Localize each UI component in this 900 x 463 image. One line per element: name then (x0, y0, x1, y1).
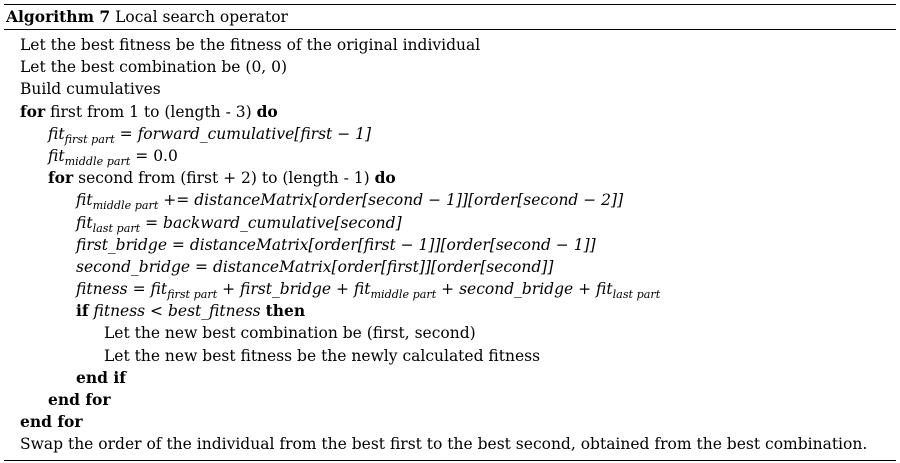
math-operator: + (436, 280, 460, 299)
math-symbol: second_bridge (76, 257, 191, 276)
algorithm-line: Let the best fitness be the fitness of t… (4, 34, 896, 56)
keyword-for: for (48, 168, 74, 188)
keyword-do: do (374, 168, 396, 188)
keyword-end-for: end for (20, 412, 83, 432)
algorithm-label: Algorithm 7 (6, 7, 111, 26)
statement-text: Let the best combination be (0, 0) (20, 58, 288, 77)
math-subscript: middle part (64, 154, 131, 168)
end-for-line: end for (4, 389, 896, 411)
math-subscript: middle part (92, 199, 159, 213)
math-operator: += (158, 191, 195, 210)
math-symbol: fit (76, 191, 93, 210)
algorithm-line: Let the new best combination be (first, … (4, 322, 896, 344)
algorithm-line: Let the best combination be (0, 0) (4, 56, 896, 78)
if-header: if fitness < best_fitness then (4, 300, 896, 322)
algorithm-body: Let the best fitness be the fitness of t… (4, 30, 896, 460)
keyword-for: for (20, 101, 46, 121)
algorithm-block: Algorithm 7 Local search operator Let th… (4, 4, 896, 461)
math-symbol: fit (596, 280, 613, 299)
math-expression: forward_cumulative[first − 1] (137, 124, 372, 143)
math-operator: = (127, 280, 151, 299)
math-operator: = (140, 213, 164, 232)
math-expression: distanceMatrix[order[first − 1]][order[s… (189, 235, 596, 254)
math-expression: distanceMatrix[order[first]][order[secon… (212, 257, 554, 276)
algorithm-caption: Algorithm 7 Local search operator (4, 5, 896, 29)
keyword-end-if: end if (76, 367, 126, 387)
statement-text: Let the best fitness be the fitness of t… (20, 36, 481, 54)
math-symbol: first_bridge (240, 280, 332, 299)
keyword-if: if (76, 301, 89, 321)
math-subscript: middle part (370, 287, 437, 301)
math-expression: backward_cumulative[second] (163, 213, 402, 232)
statement-text: Let the new best combination be (first, … (104, 324, 476, 343)
statement-text: Swap the order of the individual from th… (20, 435, 868, 454)
algorithm-line: Let the new best fitness be the newly ca… (4, 345, 896, 367)
math-operator: + (217, 280, 241, 299)
math-operator: = (130, 146, 154, 165)
statement-text: Let the new best fitness be the newly ca… (104, 346, 541, 365)
math-subscript: first part (64, 132, 115, 146)
math-operator: = (167, 235, 190, 254)
keyword-do: do (256, 101, 278, 121)
math-subscript: last part (612, 287, 661, 301)
math-subscript: last part (92, 221, 141, 235)
for-loop-header: for second from (first + 2) to (length -… (4, 167, 896, 189)
math-line: fitmiddle part = 0.0 (4, 145, 896, 167)
top-rule (4, 4, 896, 5)
math-condition: fitness < best_fitness (93, 302, 261, 321)
math-symbol: fit (76, 213, 93, 232)
end-if-line: end if (4, 367, 896, 389)
caption-rule (4, 29, 896, 30)
statement-text: first from 1 to (length - 3) (50, 102, 252, 121)
for-loop-header: for first from 1 to (length - 3) do (4, 101, 896, 123)
algorithm-line: Swap the order of the individual from th… (4, 433, 896, 455)
math-symbol: first_bridge (76, 235, 167, 254)
math-line: first_bridge = distanceMatrix[order[firs… (4, 234, 896, 256)
algorithm-line: Build cumulatives (4, 78, 896, 100)
math-operator: = (190, 257, 213, 276)
math-line: fitlast part = backward_cumulative[secon… (4, 212, 896, 234)
math-expression: distanceMatrix[order[second − 1]][order[… (194, 191, 624, 210)
math-operator: = (114, 124, 138, 143)
statement-text: Build cumulatives (20, 80, 161, 99)
math-symbol: fit (353, 280, 371, 299)
math-symbol: second_bridge (459, 280, 574, 299)
math-operator: + (573, 280, 597, 299)
math-symbol: fitness (76, 280, 128, 299)
math-line: fitfirst part = forward_cumulative[first… (4, 123, 896, 145)
math-operator: + (331, 280, 354, 299)
bottom-rule (4, 459, 896, 461)
math-symbol: fit (150, 280, 168, 299)
math-line: fitmiddle part += distanceMatrix[order[s… (4, 189, 896, 211)
algorithm-title: Local search operator (115, 8, 288, 26)
math-line: second_bridge = distanceMatrix[order[fir… (4, 256, 896, 278)
statement-text: second from (first + 2) to (length - 1) (78, 169, 370, 188)
math-expression: 0.0 (153, 146, 178, 165)
math-symbol: fit (48, 124, 65, 143)
math-subscript: first part (167, 287, 218, 301)
end-for-line: end for (4, 411, 896, 433)
math-line: fitness = fitfirst part + first_bridge +… (4, 278, 896, 300)
math-symbol: fit (48, 146, 65, 165)
keyword-then: then (265, 301, 306, 321)
keyword-end-for: end for (48, 390, 111, 409)
